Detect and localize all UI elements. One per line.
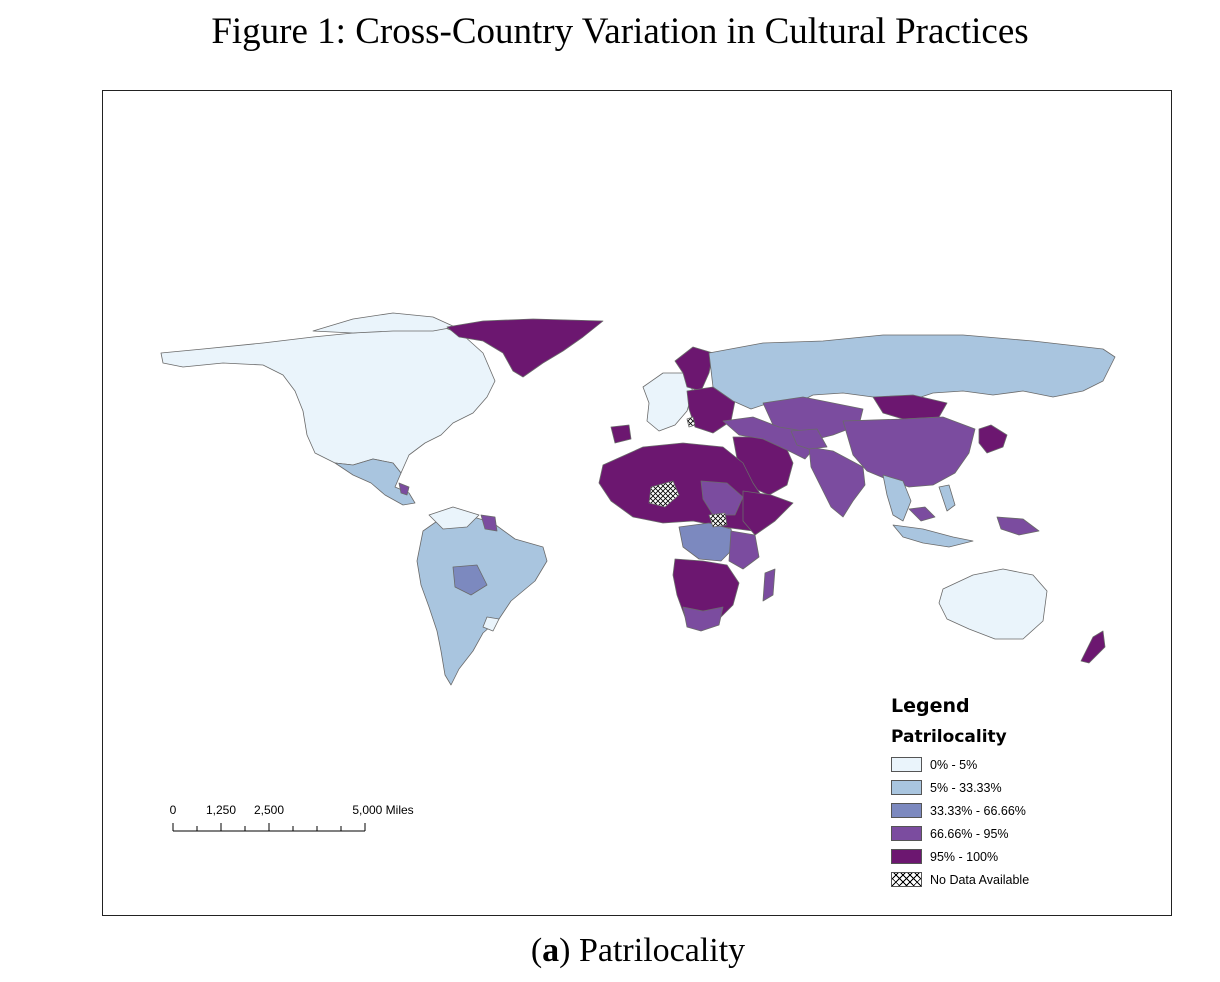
legend-swatch xyxy=(891,826,922,841)
scale-bar: 0 1,250 2,500 5,000 Miles xyxy=(169,803,429,843)
region-sudan xyxy=(700,480,744,516)
region-venezuela xyxy=(428,506,480,530)
region-australia xyxy=(938,568,1048,640)
region-indonesia xyxy=(892,524,974,548)
region-malaysia xyxy=(908,506,936,522)
scale-bar-line xyxy=(172,823,366,832)
region-new-guinea xyxy=(996,516,1040,536)
region-pakistan-afg xyxy=(790,428,828,450)
region-mexico xyxy=(334,458,416,506)
region-no-data-south-sudan xyxy=(708,512,728,528)
region-southeast-asia xyxy=(882,474,912,522)
legend-label: 95% - 100% xyxy=(930,849,999,864)
legend-subtitle: Patrilocality xyxy=(891,727,1007,747)
world-map xyxy=(160,312,1116,686)
region-china xyxy=(842,416,976,488)
region-east-africa xyxy=(728,530,760,570)
region-philippines xyxy=(938,484,956,512)
legend-item: 33.33% - 66.66% xyxy=(891,799,1151,822)
scale-label-0: 0 xyxy=(169,803,177,817)
region-horn-africa xyxy=(742,490,794,536)
legend-label: 33.33% - 66.66% xyxy=(930,803,1026,818)
caption-letter: a xyxy=(542,932,560,969)
region-scandinavia xyxy=(674,346,714,392)
region-no-data-balkan xyxy=(686,416,696,428)
region-guyana xyxy=(480,514,498,532)
region-central-africa xyxy=(678,522,736,562)
map-frame: 0 1,250 2,500 5,000 Miles Legend Patrilo… xyxy=(102,90,1172,916)
legend-item: 66.66% - 95% xyxy=(891,822,1151,845)
legend-title: Legend xyxy=(891,695,970,717)
region-arctic-islands xyxy=(312,312,456,334)
region-new-zealand xyxy=(1080,630,1106,664)
region-uruguay xyxy=(482,616,500,632)
region-south-america xyxy=(416,514,548,686)
legend-label: 66.66% - 95% xyxy=(930,826,1009,841)
region-north-america xyxy=(160,326,496,474)
region-korea-japan xyxy=(978,424,1008,454)
figure-title: Figure 1: Cross-Country Variation in Cul… xyxy=(211,11,1029,52)
region-mongolia xyxy=(872,394,948,420)
legend-item: 95% - 100% xyxy=(891,845,1151,868)
map-legend: Legend Patrilocality 0% - 5% 5% - 33.33%… xyxy=(891,695,1151,891)
legend-swatch xyxy=(891,803,922,818)
region-india xyxy=(808,446,866,518)
scale-label-1250: 1,250 xyxy=(205,803,237,817)
figure-caption: (a) Patrilocality xyxy=(530,932,746,969)
legend-swatch xyxy=(891,849,922,864)
legend-item: 5% - 33.33% xyxy=(891,776,1151,799)
region-western-europe xyxy=(642,372,694,432)
legend-swatch xyxy=(891,757,922,772)
region-iberia xyxy=(610,424,632,444)
legend-label: 5% - 33.33% xyxy=(930,780,1002,795)
region-central-america xyxy=(398,482,410,496)
region-south-africa xyxy=(682,606,724,632)
legend-item: 0% - 5% xyxy=(891,753,1151,776)
region-bolivia xyxy=(452,564,488,596)
legend-label: No Data Available xyxy=(930,872,1030,887)
legend-swatch-hatch xyxy=(891,872,922,887)
scale-label-2500: 2,500 xyxy=(253,803,285,817)
region-greenland xyxy=(446,318,604,378)
region-no-data-niger xyxy=(648,480,680,508)
caption-text: Patrilocality xyxy=(578,932,746,969)
region-madagascar xyxy=(762,568,776,602)
legend-item: No Data Available xyxy=(891,868,1151,891)
legend-swatch xyxy=(891,780,922,795)
legend-label: 0% - 5% xyxy=(930,757,978,772)
scale-label-5000: 5,000 Miles xyxy=(352,803,414,817)
